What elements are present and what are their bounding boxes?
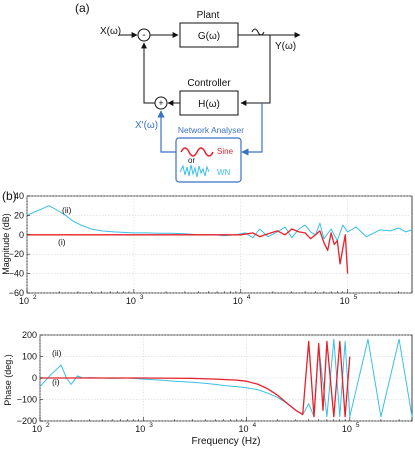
y-tick-label: 40 [14,191,24,201]
plant-title: Plant [197,10,220,21]
analyser-measurement-path [241,103,263,156]
y-tick-label: 200 [22,330,37,340]
magnitude-y-ticks: 40 20 0 −20 −40 −60 [9,191,30,298]
annotation-ii-magnitude: (ii) [62,205,72,215]
x-tick-exponent: 4 [253,422,257,429]
y-tick-label: 20 [14,210,24,220]
analyser-title: Network Analyser [178,125,244,135]
plant-tf: G(ω) [198,31,220,42]
y-tick-label: 0 [19,230,24,240]
controller-title: Controller [187,78,231,89]
y-tick-label: −40 [9,269,24,279]
x-tick-label: 10 [126,296,136,306]
annotation-i-phase: (i) [52,377,60,387]
x-tick-label: 10 [19,296,29,306]
annotation-i-magnitude: (i) [58,237,66,247]
x-tick-exponent: 5 [354,294,358,301]
y-tick-label: 0 [32,373,37,383]
x-tick-label: 10 [233,296,243,306]
sine-wave-icon [180,147,214,157]
series-line-sine [27,228,349,274]
white-noise-icon [179,164,210,178]
x-tick-label: 10 [239,424,249,434]
panel-b-label: (b) [2,189,17,203]
x-tick-exponent: 5 [356,422,360,429]
y-tick-label: 100 [22,352,37,362]
network-analyser-block [175,137,242,183]
magnitude-series [26,205,413,274]
output-label: Y(ω) [275,41,296,52]
or-label: or [188,156,195,165]
x-tick-label: 10 [342,424,352,434]
feedback-input-label: X'(ω) [135,120,158,131]
x-tick-label: 10 [32,424,42,434]
x-tick-label: 10 [135,424,145,434]
y-tick-label: −60 [9,288,24,298]
phase-series [39,338,413,418]
y-tick-label: −100 [17,395,37,405]
series-line-wn [26,205,413,242]
annotation-ii-phase: (ii) [52,348,62,358]
phase-y-ticks: 200 100 0 −100 −200 [17,330,43,426]
sum-to-input-path [141,42,155,104]
x-tick-exponent: 3 [149,422,153,429]
minus-sign: - [142,30,145,41]
plus-sign: + [158,98,163,108]
y-tick-label: −200 [17,416,37,426]
input-label: X(ω) [100,26,121,37]
disturbance-wave-icon [251,28,265,36]
panel-a-label: (a) [75,1,90,15]
x-tick-exponent: 4 [247,294,251,301]
magnitude-x-ticks: 10 2 10 3 10 4 10 5 [19,289,358,306]
x-tick-label: 10 [340,296,350,306]
analyser-injection-path [157,110,176,153]
x-tick-exponent: 2 [46,422,50,429]
phase-x-axis-label: Frequency (Hz) [192,436,261,447]
x-tick-exponent: 2 [33,294,37,301]
magnitude-plot-area [26,195,413,294]
phase-x-ticks: 10 2 10 3 10 4 10 5 [32,417,360,434]
sine-label: Sine [217,147,234,156]
wn-label: WN [217,168,231,177]
controller-tf: H(ω) [198,99,220,110]
series-line-sine [40,340,351,418]
phase-grid [39,334,413,422]
phase-chart: 200 100 0 −100 −200 10 2 10 3 10 4 10 5 (ii) (i) Ph… [3,330,413,447]
x-tick-exponent: 3 [140,294,144,301]
magnitude-chart: 40 20 0 −20 −40 −60 10 2 10 3 10 4 10 5 (ii) (i) Mag… [1,191,413,306]
magnitude-y-axis-label: Magnitude (dB) [1,213,11,275]
feedback-path [240,35,271,106]
y-tick-label: −20 [9,249,24,259]
phase-y-axis-label: Phase (deg.) [3,354,13,406]
